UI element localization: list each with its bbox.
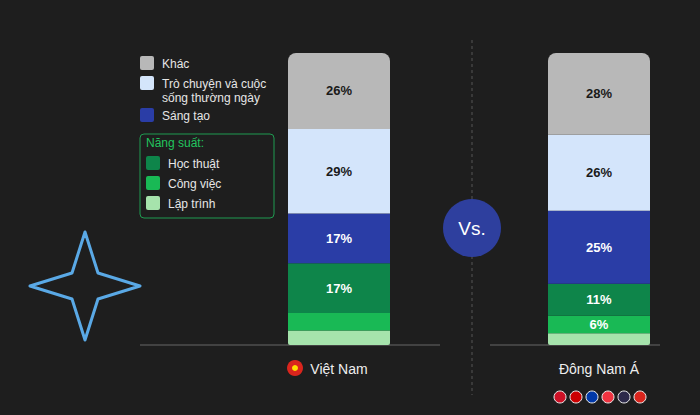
svg-text:17%: 17% bbox=[326, 231, 352, 246]
svg-text:Sáng tạo: Sáng tạo bbox=[162, 109, 210, 123]
svg-text:26%: 26% bbox=[586, 165, 612, 180]
svg-text:29%: 29% bbox=[326, 164, 352, 179]
svg-text:17%: 17% bbox=[326, 281, 352, 296]
svg-text:11%: 11% bbox=[586, 292, 612, 307]
svg-text:Việt Nam: Việt Nam bbox=[310, 361, 367, 377]
svg-text:25%: 25% bbox=[586, 240, 612, 255]
svg-text:sống thường ngày: sống thường ngày bbox=[162, 91, 260, 105]
svg-text:Công việc: Công việc bbox=[168, 177, 221, 191]
svg-text:Trò chuyện và cuộc: Trò chuyện và cuộc bbox=[162, 77, 270, 91]
svg-text:Khác: Khác bbox=[162, 57, 189, 71]
svg-text:26%: 26% bbox=[326, 83, 352, 98]
svg-text:28%: 28% bbox=[586, 86, 612, 101]
svg-text:Vs.: Vs. bbox=[458, 218, 485, 239]
svg-text:Lập trình: Lập trình bbox=[168, 197, 215, 211]
svg-text:Đông Nam Á: Đông Nam Á bbox=[559, 361, 640, 377]
svg-text:Năng suất:: Năng suất: bbox=[146, 136, 204, 150]
svg-text:6%: 6% bbox=[590, 317, 609, 332]
svg-text:Học thuật: Học thuật bbox=[168, 157, 220, 171]
